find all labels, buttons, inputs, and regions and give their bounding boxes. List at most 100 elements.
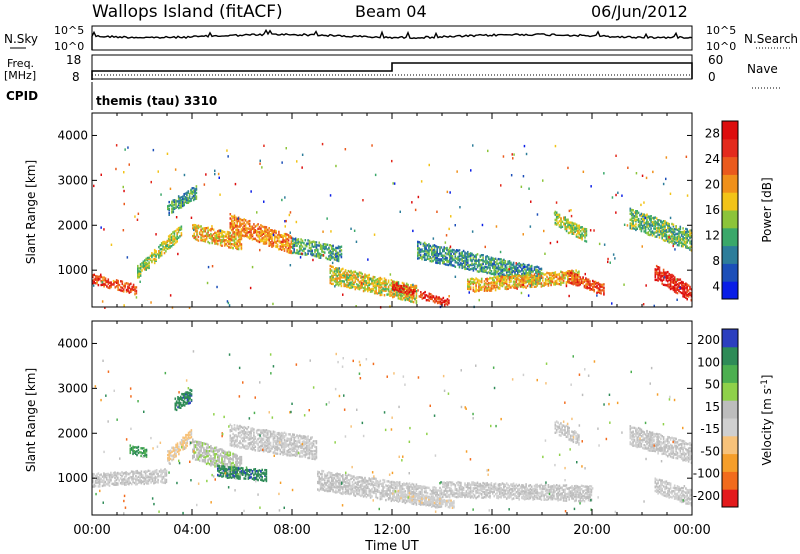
echo-cell	[235, 219, 237, 222]
echo-cell	[219, 243, 222, 247]
echo-cell	[336, 277, 338, 280]
echo-cell	[301, 245, 304, 248]
echo-cell	[501, 263, 504, 266]
echo-cell	[639, 227, 641, 231]
echo-cell	[561, 281, 563, 284]
echo-cell	[640, 212, 643, 216]
echo-cell	[379, 286, 382, 289]
echo-cell	[251, 443, 254, 446]
echo-cell	[475, 259, 477, 262]
echo-cell	[258, 449, 261, 452]
echo-cell	[420, 295, 422, 298]
echo-cell	[551, 278, 554, 281]
echo-cell	[236, 474, 238, 478]
echo-cell	[446, 260, 448, 263]
echo-cell	[671, 230, 673, 234]
echo-cell	[261, 472, 263, 475]
echo-cell	[310, 241, 312, 244]
echo-cell	[144, 259, 146, 262]
echo-cell	[494, 266, 497, 270]
echo-cell	[572, 277, 575, 281]
echo-cell	[673, 286, 676, 289]
echo-cell	[612, 253, 615, 256]
echo-cell	[329, 253, 332, 256]
echo-cell	[101, 300, 104, 303]
echo-cell	[98, 478, 101, 482]
echo-cell	[201, 233, 204, 237]
echo-cell	[573, 272, 576, 275]
echo-cell	[436, 210, 438, 213]
echo-cell	[340, 268, 343, 271]
echo-cell	[200, 441, 202, 444]
echo-cell	[135, 289, 138, 293]
echo-cell	[442, 254, 444, 257]
echo-cell	[265, 226, 268, 229]
echo-cell	[175, 236, 177, 240]
echo-cell	[450, 260, 452, 263]
echo-cell	[222, 451, 225, 454]
echo-cell	[589, 284, 591, 287]
echo-cell	[121, 475, 123, 478]
echo-cell	[272, 233, 275, 237]
echo-cell	[273, 451, 276, 454]
echo-cell	[496, 259, 498, 262]
echo-cell	[379, 278, 382, 281]
echo-cell	[397, 287, 400, 291]
echo-cell	[665, 177, 667, 181]
echo-cell	[428, 252, 430, 255]
echo-cell	[232, 467, 234, 471]
echo-cell	[615, 193, 617, 197]
echo-cell	[496, 266, 498, 269]
echo-cell	[671, 241, 673, 244]
echo-cell	[485, 282, 487, 285]
echo-cell	[261, 444, 263, 447]
echo-cell	[489, 260, 491, 263]
echo-cell	[683, 293, 686, 297]
echo-cell	[578, 275, 580, 278]
echo-cell	[163, 240, 166, 244]
echo-cell	[535, 270, 537, 273]
echo-cell	[150, 474, 152, 477]
echo-cell	[301, 153, 304, 156]
echo-cell	[297, 252, 300, 255]
echo-cell	[675, 225, 677, 228]
echo-cell	[260, 228, 262, 232]
echo-cell	[404, 293, 407, 296]
echo-cell	[196, 455, 198, 459]
echo-cell	[657, 233, 659, 236]
echo-cell	[123, 471, 126, 475]
echo-cell	[123, 477, 126, 481]
echo-cell	[360, 271, 362, 275]
echo-cell	[205, 238, 208, 241]
echo-cell	[476, 280, 479, 283]
echo-cell	[273, 238, 276, 241]
echo-cell	[679, 225, 682, 229]
echo-cell	[514, 265, 516, 268]
echo-cell	[183, 201, 185, 204]
echo-cell	[305, 253, 308, 256]
echo-cell	[100, 226, 102, 229]
echo-cell	[257, 473, 259, 476]
echo-cell	[498, 258, 501, 261]
echo-cell	[362, 277, 365, 281]
echo-cell	[255, 229, 258, 233]
echo-cell	[208, 236, 211, 239]
echo-cell	[180, 206, 183, 209]
echo-cell	[229, 242, 232, 245]
echo-cell	[289, 243, 291, 246]
echo-cell	[248, 470, 251, 473]
echo-cell	[673, 241, 676, 244]
echo-cell	[465, 252, 468, 255]
echo-cell	[400, 292, 402, 295]
echo-cell	[236, 445, 238, 449]
echo-cell	[94, 484, 97, 488]
echo-cell	[192, 441, 194, 444]
echo-cell	[662, 233, 665, 236]
echo-cell	[568, 221, 571, 224]
echo-cell	[662, 223, 664, 227]
echo-cell	[186, 441, 188, 444]
echo-cell	[565, 282, 568, 285]
echo-cell	[217, 473, 219, 477]
echo-cell	[347, 285, 350, 289]
echo-cell	[421, 250, 423, 253]
